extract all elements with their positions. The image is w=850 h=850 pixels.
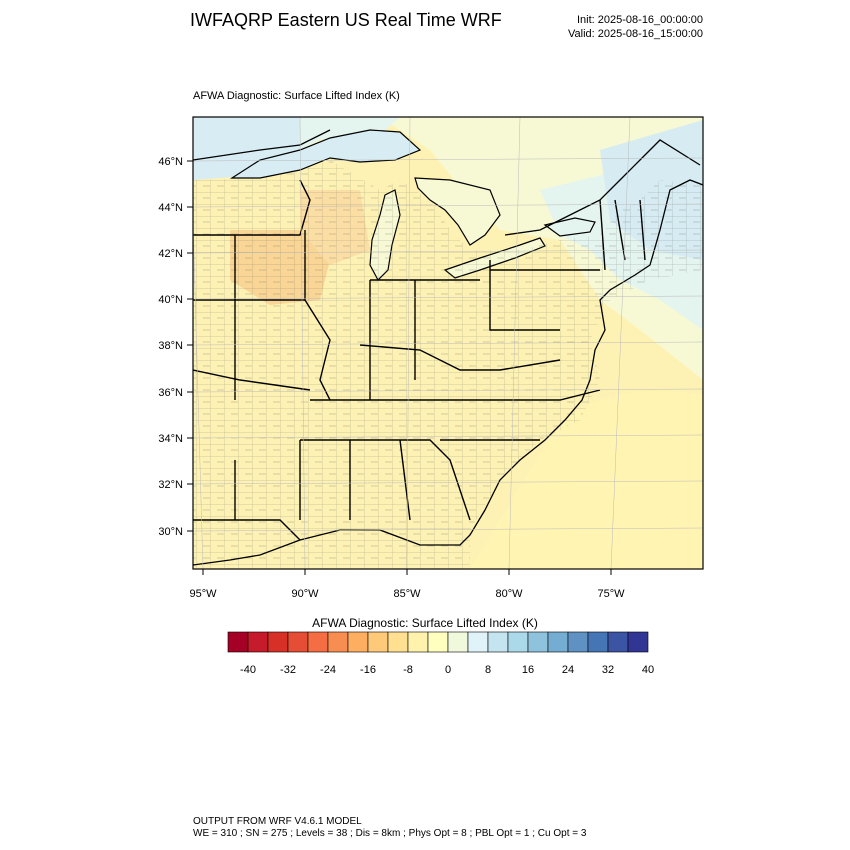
colorbar-swatch: [587, 631, 609, 653]
lat-label: 36°N: [158, 387, 183, 399]
colorbar-swatch: [347, 631, 369, 653]
state-borders: [193, 179, 646, 541]
colorbar-tick-label: -32: [280, 664, 296, 676]
lat-label: 32°N: [158, 479, 183, 491]
lat-label: 42°N: [158, 248, 183, 260]
lat-label: 34°N: [158, 433, 183, 445]
lat-label: 40°N: [158, 294, 183, 306]
lat-label: 38°N: [158, 340, 183, 352]
lat-label: 44°N: [158, 202, 183, 214]
map-area: [193, 117, 703, 569]
run-times: Init: 2025-08-16_00:00:00 Valid: 2025-08…: [568, 13, 703, 41]
colorbar-swatch: [507, 631, 529, 653]
footer-line-1: OUTPUT FROM WRF V4.6.1 MODEL: [193, 816, 362, 827]
lon-label: 90°W: [291, 588, 319, 600]
colorbar-swatch: [427, 631, 449, 653]
colorbar-swatch: [307, 631, 329, 653]
lon-label: 80°W: [495, 588, 523, 600]
colorbar-swatch: [267, 631, 289, 653]
init-time: Init: 2025-08-16_00:00:00: [577, 14, 703, 26]
colorbar-swatch: [627, 631, 649, 653]
lake-ontario: [543, 217, 596, 237]
latitude-axis: 46°N 44°N 42°N 40°N 38°N 36°N 34°N 32°N …: [158, 156, 193, 538]
colorbar-tick-label: 32: [602, 664, 614, 676]
map-frame: [192, 116, 704, 570]
valid-time: Valid: 2025-08-16_15:00:00: [568, 28, 703, 40]
colorbar-swatch: [227, 631, 249, 653]
colorbar-tick-label: 40: [642, 664, 654, 676]
graticule: [193, 117, 703, 569]
colorbar-tick-label: 8: [485, 664, 491, 676]
colorbar-tick-label: -40: [240, 664, 256, 676]
colorbar-tick-label: 24: [562, 664, 574, 676]
footer-line-2: WE = 310 ; SN = 275 ; Levels = 38 ; Dis …: [193, 828, 587, 839]
colorbar-swatch: [367, 631, 389, 653]
colorbar-tick-label: -16: [360, 664, 376, 676]
map-subtitle: AFWA Diagnostic: Surface Lifted Index (K…: [193, 90, 400, 102]
lon-label: 95°W: [189, 588, 217, 600]
longitude-axis: 95°W 90°W 85°W 80°W 75°W: [189, 569, 625, 600]
colorbar-swatch: [287, 631, 309, 653]
colorbar-title: AFWA Diagnostic: Surface Lifted Index (K…: [312, 616, 538, 630]
colorbar-swatch: [447, 631, 469, 653]
colorbar-swatch: [387, 631, 409, 653]
lat-label: 30°N: [158, 526, 183, 538]
colorbar-swatch: [327, 631, 349, 653]
colorbar-tick-label: 16: [522, 664, 534, 676]
lon-label: 75°W: [597, 588, 625, 600]
colorbar: -40 -32 -24 -16 -8 0 8 16 24 32 40: [227, 631, 654, 676]
lon-label: 85°W: [393, 588, 421, 600]
colorbar-swatch: [547, 631, 569, 653]
colorbar-swatch: [607, 631, 629, 653]
colorbar-tick-label: 0: [445, 664, 451, 676]
canada-border: [193, 129, 701, 236]
colorbar-swatch: [567, 631, 589, 653]
colorbar-swatch: [487, 631, 509, 653]
colorbar-swatch: [467, 631, 489, 653]
model-footer: OUTPUT FROM WRF V4.6.1 MODEL WE = 310 ; …: [193, 816, 586, 840]
colorbar-tick-label: -24: [320, 664, 336, 676]
colorbar-swatch: [407, 631, 429, 653]
colorbar-tick-label: -8: [403, 664, 413, 676]
lake-huron: [414, 177, 501, 246]
colorbar-swatch: [247, 631, 269, 653]
page-title: IWFAQRP Eastern US Real Time WRF: [190, 10, 502, 30]
lat-label: 46°N: [158, 156, 183, 168]
colorbar-swatch: [527, 631, 549, 653]
